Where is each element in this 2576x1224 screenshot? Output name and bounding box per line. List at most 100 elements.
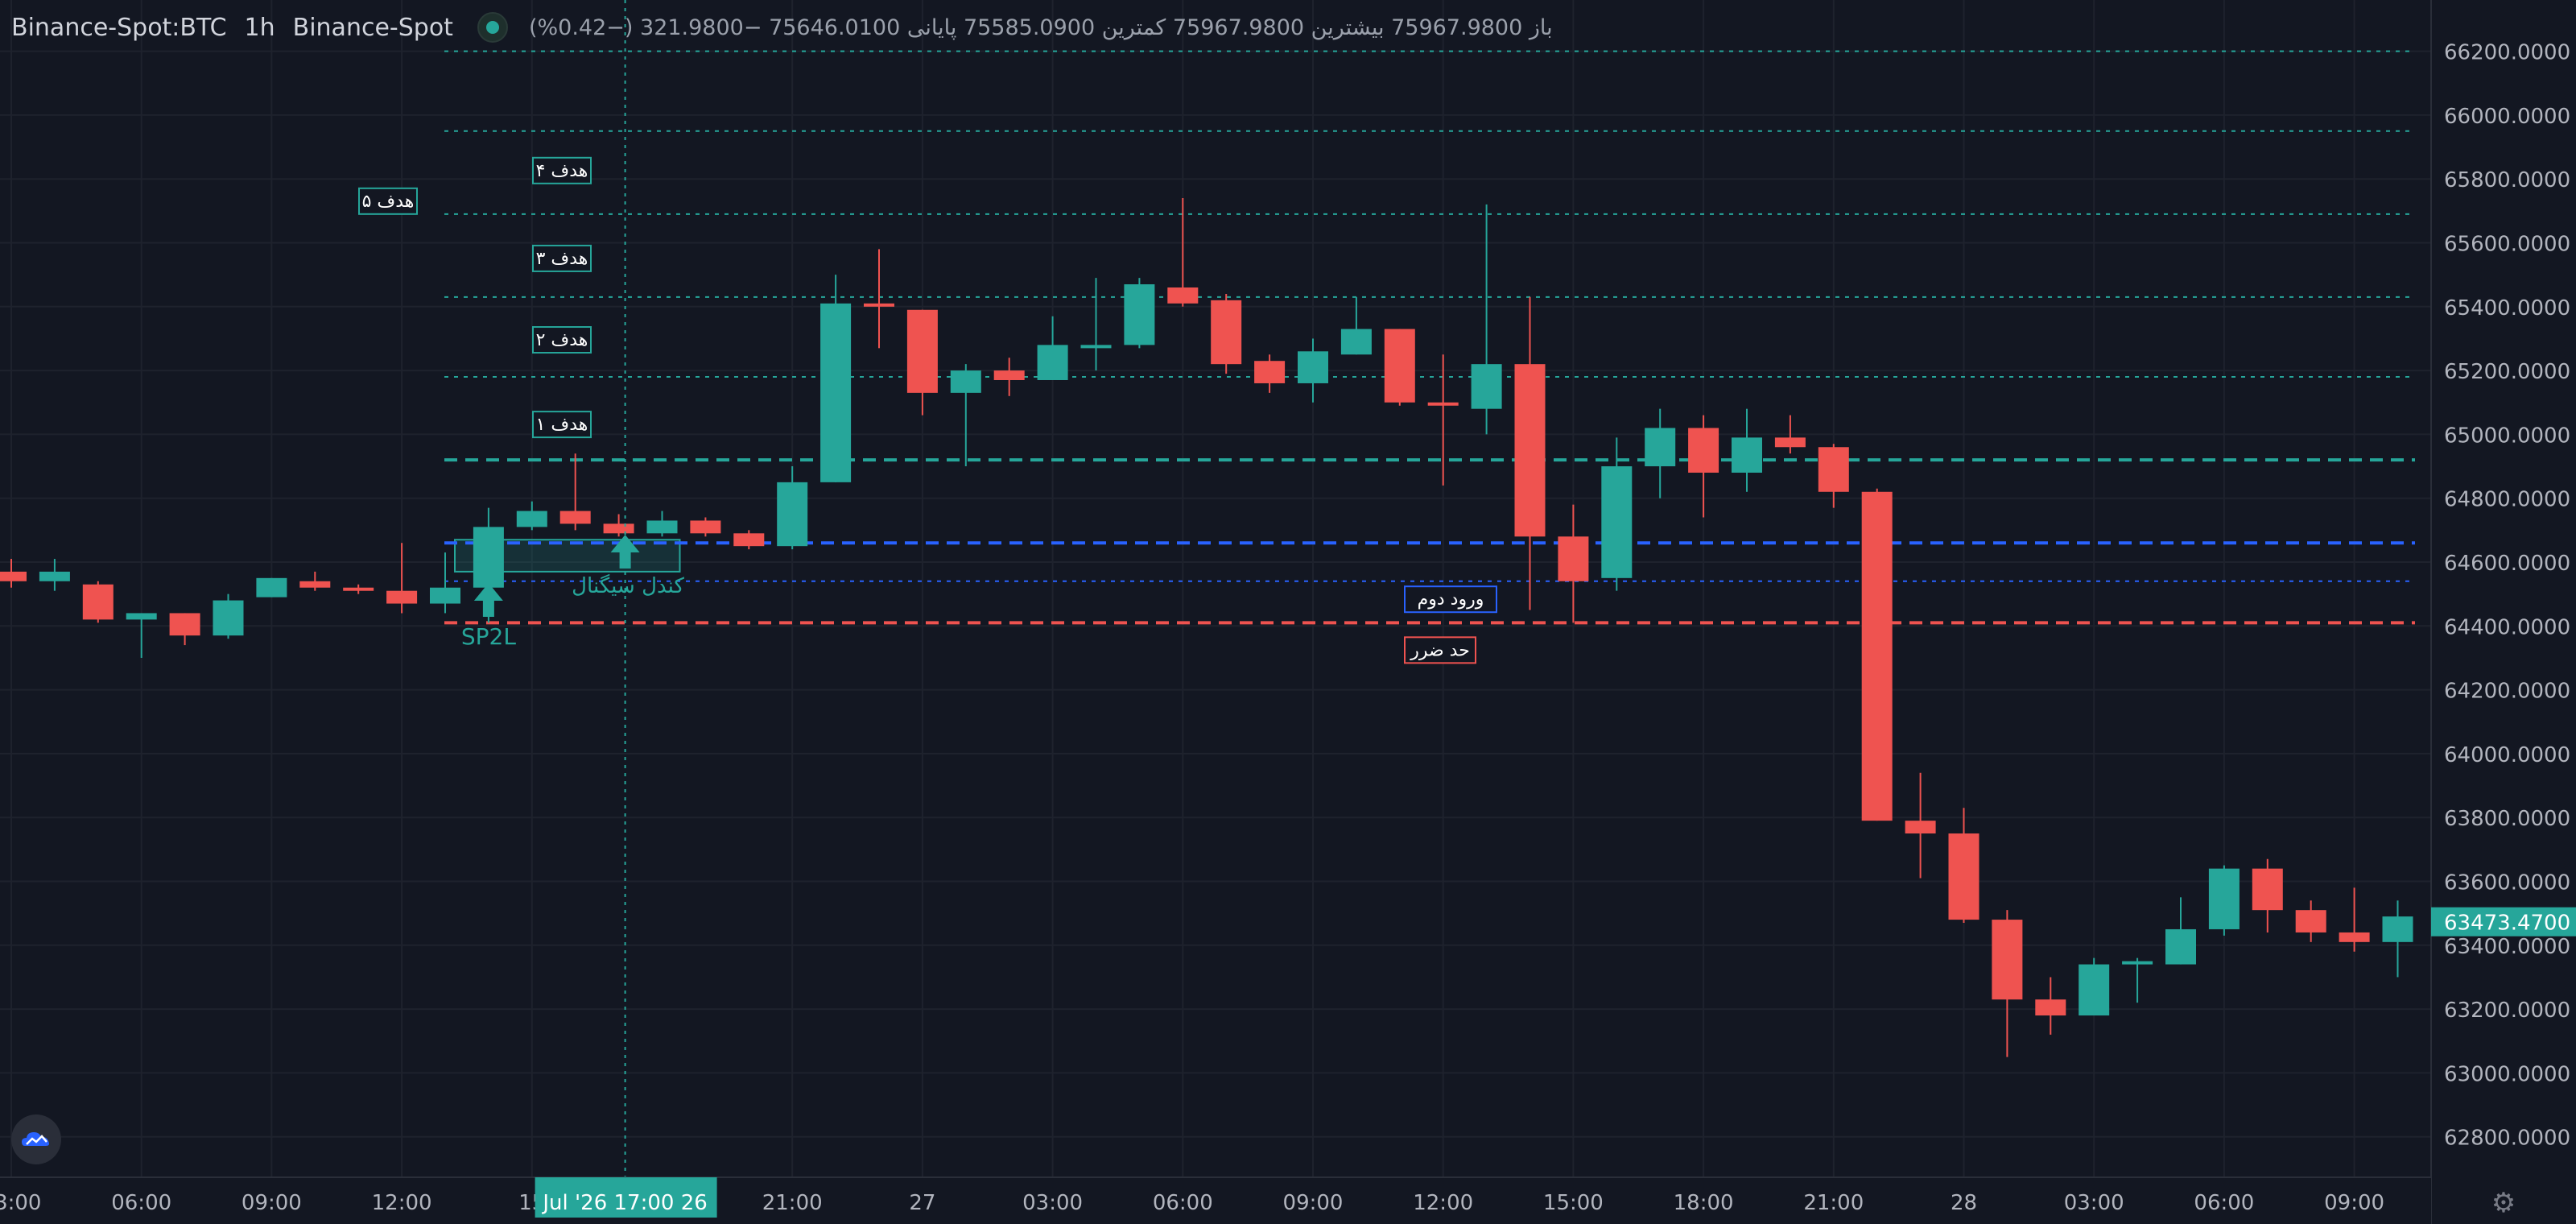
level-label-text: هدف ۱	[536, 415, 588, 435]
candle-body	[2252, 868, 2283, 911]
price-tick-label: 63000.0000	[2444, 1062, 2570, 1086]
candle-body	[733, 533, 765, 547]
candle	[1688, 415, 1719, 518]
candle-body	[1211, 300, 1242, 365]
candle	[603, 514, 634, 537]
time-tick-label: 09:00	[2324, 1191, 2384, 1215]
interval-label[interactable]: 1h	[244, 13, 275, 42]
candle	[1992, 910, 2023, 1057]
level-label-target-2: هدف ۲	[532, 326, 592, 354]
candle	[1471, 204, 1502, 435]
candle	[1124, 278, 1155, 349]
candle	[1384, 329, 1415, 406]
candle	[2165, 897, 2196, 965]
level-label-target-5: هدف ۵	[358, 187, 418, 215]
symbol-label[interactable]: Binance-Spot:BTC	[11, 13, 227, 42]
candle	[2208, 865, 2240, 936]
candle-body	[2382, 916, 2413, 942]
candle-body	[864, 303, 894, 307]
signal-annotations: SP2L کندل سیگنال	[461, 535, 684, 650]
market-status-icon[interactable]	[477, 12, 508, 43]
level-label-box	[1404, 636, 1476, 664]
price-tick-label: 64200.0000	[2444, 680, 2570, 704]
candle-body	[126, 613, 157, 620]
time-tick-label: 27	[909, 1191, 935, 1215]
candle-body	[1340, 329, 1372, 355]
candle-body	[1471, 364, 1502, 409]
price-axis-background	[2431, 0, 2576, 1224]
level-label-entry-2: ورود دوم	[1404, 585, 1497, 614]
candle-body	[1254, 361, 1286, 383]
signal-candle-text: کندل سیگنال	[572, 573, 684, 598]
level-label-target-1: هدف ۱	[532, 411, 592, 439]
candle	[864, 249, 894, 349]
time-tick-label: 06:00	[111, 1191, 171, 1215]
price-tick-label: 66000.0000	[2444, 105, 2570, 129]
candle	[690, 517, 721, 537]
candle-body	[1688, 428, 1719, 473]
candle-body	[690, 520, 721, 534]
candle-body	[1861, 491, 1893, 821]
price-tick-label: 65800.0000	[2444, 168, 2570, 192]
time-tick-label: 21:00	[1803, 1191, 1864, 1215]
candle-body	[213, 600, 244, 636]
candle-body	[820, 303, 852, 482]
time-tick-label: 28	[1951, 1191, 1977, 1215]
level-label-text: هدف ۳	[536, 249, 588, 269]
candle-body	[1167, 287, 1199, 304]
candle	[39, 559, 70, 591]
candle	[386, 543, 418, 614]
candle-body	[646, 520, 678, 534]
tradingview-cloud-logo-icon[interactable]	[11, 1114, 61, 1164]
candle	[430, 552, 460, 614]
crosshair-time-label: Jul '26 17:00 26	[541, 1191, 707, 1215]
level-label-box	[532, 411, 592, 439]
price-tick-label: 62800.0000	[2444, 1127, 2570, 1151]
candle	[777, 466, 808, 550]
candle-body	[1645, 428, 1676, 467]
time-tick-label: 18:00	[1674, 1191, 1734, 1215]
exchange-label: Binance-Spot	[292, 13, 453, 42]
candle	[213, 593, 244, 639]
candle-body	[559, 511, 591, 524]
last-price-badge	[2431, 907, 2576, 937]
price-tick-label: 65400.0000	[2444, 296, 2570, 320]
candle	[2339, 887, 2370, 952]
candle-body	[1992, 920, 2023, 1000]
candle-body	[777, 482, 808, 547]
level-label-target-3: هدف ۳	[532, 244, 592, 272]
candle	[2122, 957, 2153, 1003]
candle-body	[1080, 345, 1112, 349]
candle	[2035, 977, 2066, 1035]
level-label-box	[532, 156, 592, 184]
candle-body	[386, 590, 418, 604]
level-label-box	[532, 326, 592, 354]
candle-body	[1384, 329, 1415, 403]
level-label-target-4: هدف ۴	[532, 156, 592, 184]
candle	[256, 577, 287, 598]
price-tick-label: 65600.0000	[2444, 233, 2570, 257]
candle-body	[0, 571, 27, 581]
candle	[1037, 316, 1068, 380]
candle-body	[2122, 961, 2153, 965]
candle-body	[1818, 447, 1849, 492]
signal-label: SP2L	[461, 623, 516, 650]
level-label-text: هدف ۵	[362, 192, 415, 212]
level-label-box	[358, 187, 418, 215]
time-tick-label: 06:00	[1153, 1191, 1213, 1215]
candle	[82, 581, 114, 623]
candle-body	[993, 370, 1025, 380]
candle-body	[2165, 928, 2196, 965]
time-tick-label: 15:00	[1543, 1191, 1604, 1215]
candle-body	[343, 587, 374, 591]
candle-body	[516, 511, 547, 527]
level-label-text: ورود دوم	[1418, 589, 1484, 610]
candle-body	[430, 587, 460, 604]
candle-body	[2208, 868, 2240, 929]
candle	[646, 511, 678, 537]
gear-icon[interactable]: ⚙	[2491, 1187, 2516, 1219]
price-tick-label: 63200.0000	[2444, 999, 2570, 1023]
crosshair-time-badge	[535, 1177, 717, 1218]
